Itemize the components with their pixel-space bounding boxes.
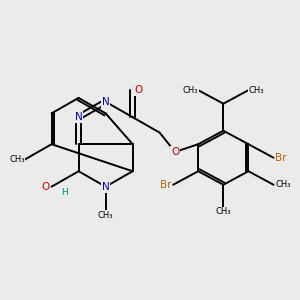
Text: CH₃: CH₃: [183, 86, 198, 95]
Text: CH₃: CH₃: [98, 211, 113, 220]
Text: O: O: [135, 85, 143, 95]
Text: N: N: [102, 97, 110, 107]
Text: CH₃: CH₃: [216, 207, 231, 216]
Text: O: O: [41, 182, 50, 192]
Text: O: O: [171, 147, 179, 157]
Text: O: O: [41, 182, 50, 192]
Text: H: H: [61, 188, 68, 197]
Text: CH₃: CH₃: [275, 180, 291, 189]
Text: Br: Br: [275, 153, 287, 163]
Text: N: N: [75, 112, 83, 122]
Text: N: N: [102, 182, 110, 192]
Text: Br: Br: [160, 180, 171, 190]
Text: CH₃: CH₃: [9, 155, 25, 164]
Text: CH₃: CH₃: [248, 86, 264, 95]
